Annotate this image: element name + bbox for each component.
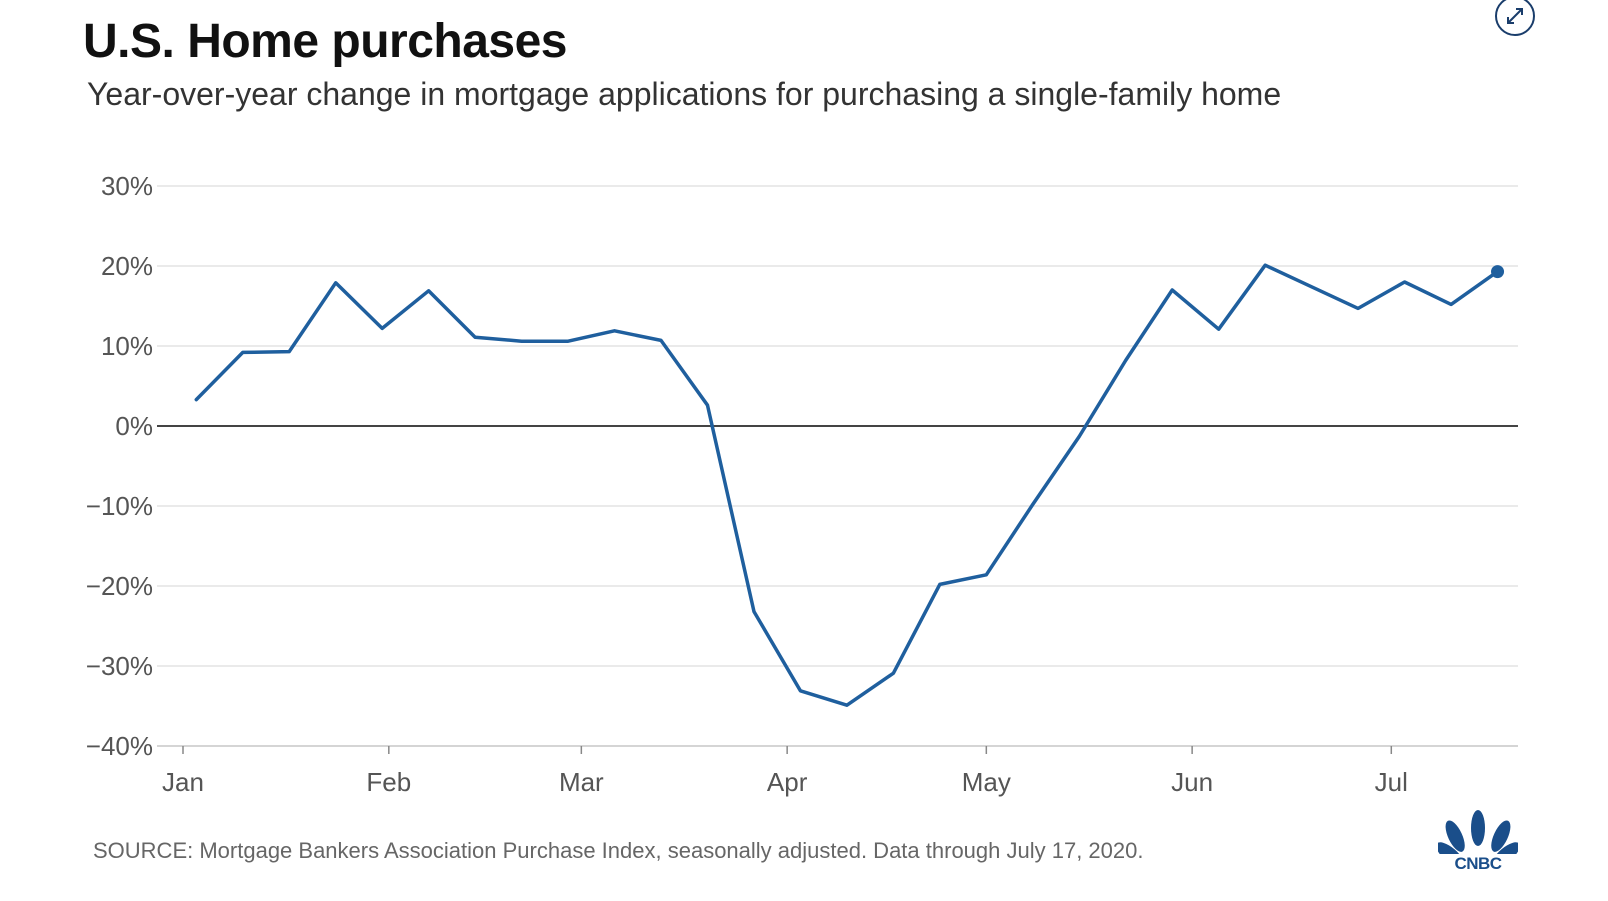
x-tick-label: Apr — [767, 767, 808, 797]
expand-button[interactable] — [1495, 0, 1535, 36]
y-tick-label: 10% — [101, 331, 153, 361]
logo-text: CNBC — [1454, 854, 1502, 873]
peacock-logo-icon — [1436, 810, 1520, 867]
x-axis: Jan Feb Mar Apr May Jun Jul — [157, 745, 1518, 797]
series-line — [194, 263, 1500, 707]
y-tick-label: 20% — [101, 251, 153, 281]
y-tick-label: 0% — [115, 411, 153, 441]
x-tick-label: Jul — [1375, 767, 1408, 797]
x-tick-label: May — [962, 767, 1011, 797]
expand-icon — [1495, 0, 1535, 36]
y-tick-label: −40% — [86, 731, 153, 761]
x-tick-label: Feb — [366, 767, 411, 797]
series-line-group — [194, 263, 1505, 707]
y-tick-label: −30% — [86, 651, 153, 681]
chart-title: U.S. Home purchases — [83, 15, 568, 68]
y-tick-label: 30% — [101, 171, 153, 201]
source-note: SOURCE: Mortgage Bankers Association Pur… — [93, 838, 1144, 863]
chart-subtitle: Year-over-year change in mortgage applic… — [87, 76, 1282, 112]
grid-lines — [157, 185, 1518, 747]
cnbc-logo: CNBC — [1436, 808, 1520, 873]
x-tick-label: Jun — [1171, 767, 1213, 797]
x-tick-label: Mar — [559, 767, 604, 797]
y-axis-ticks: 30% 20% 10% 0% −10% −20% −30% −40% — [86, 171, 153, 761]
last-data-point — [1491, 265, 1505, 279]
y-tick-label: −20% — [86, 571, 153, 601]
x-tick-label: Jan — [162, 767, 204, 797]
y-tick-label: −10% — [86, 491, 153, 521]
